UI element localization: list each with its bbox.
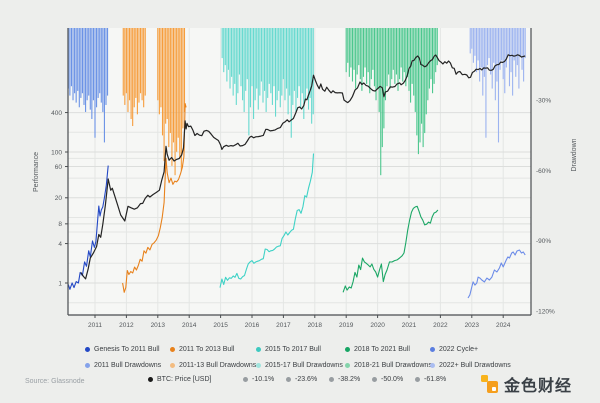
legend-item-label: -61.8% (424, 376, 447, 383)
legend-item-label: 2011-13 Bull Drawdowns (179, 362, 257, 369)
legend-dot-icon (430, 347, 435, 352)
legend-dot-icon (148, 377, 153, 382)
legend-item[interactable]: 2011-13 Bull Drawdowns (170, 362, 256, 369)
svg-text:60: 60 (55, 164, 63, 171)
legend-item[interactable]: 2022 Cycle+ (430, 346, 500, 353)
legend-item[interactable]: -61.8% (415, 376, 458, 383)
svg-text:Drawdown: Drawdown (571, 138, 578, 171)
svg-text:2023: 2023 (465, 322, 480, 329)
svg-text:20: 20 (55, 195, 63, 202)
legend-dot-icon (329, 377, 334, 382)
svg-text:2024: 2024 (496, 322, 511, 329)
chart-legend: Genesis To 2011 Bull 2011 To 2013 Bull 201… (0, 344, 600, 389)
legend-item-label: 2015 To 2017 Bull (265, 346, 321, 353)
performance-drawdown-chart: 400 100 60 20 8 4 1 -30% -60% -90% -120% 2011 2012 20… (33, 28, 578, 329)
legend-item[interactable]: -23.6% (286, 376, 329, 383)
source-label: Source: Glassnode (25, 378, 85, 385)
svg-text:400: 400 (51, 110, 62, 117)
legend-item[interactable]: BTC: Price [USD] (148, 376, 243, 383)
legend-dot-icon (85, 347, 90, 352)
watermark: 金色财经 (481, 371, 572, 397)
svg-text:8: 8 (58, 221, 62, 228)
watermark-text: 金色财经 (504, 378, 573, 395)
legend-item-label: 2018 To 2021 Bull (354, 346, 410, 353)
legend-item-label: 2022+ Bull Drawdowns (439, 362, 511, 369)
svg-text:2019: 2019 (339, 322, 354, 329)
legend-row-1: Genesis To 2011 Bull 2011 To 2013 Bull 201… (85, 346, 500, 353)
legend-dot-icon (256, 363, 261, 368)
svg-text:100: 100 (51, 149, 62, 156)
svg-text:2013: 2013 (151, 322, 166, 329)
svg-text:2015: 2015 (213, 322, 228, 329)
legend-item-label: 2015-17 Bull Drawdowns (265, 362, 343, 369)
legend-item[interactable]: 2011 To 2013 Bull (170, 346, 256, 353)
legend-item-label: -50.0% (381, 376, 404, 383)
legend-dot-icon (430, 363, 435, 368)
legend-item-label: 2018-21 Bull Drawdowns (354, 362, 432, 369)
legend-item-label: -10.1% (252, 376, 275, 383)
legend-item[interactable]: -38.2% (329, 376, 372, 383)
svg-text:-120%: -120% (536, 308, 555, 315)
svg-text:2017: 2017 (276, 322, 291, 329)
legend-item[interactable]: Genesis To 2011 Bull (85, 346, 170, 353)
legend-dot-icon (415, 377, 420, 382)
legend-dot-icon (345, 347, 350, 352)
legend-dot-icon (345, 363, 350, 368)
legend-item-label: 2011 To 2013 Bull (179, 346, 235, 353)
svg-text:2022: 2022 (433, 322, 448, 329)
legend-item-label: BTC: Price [USD] (157, 376, 212, 383)
svg-text:2011: 2011 (88, 322, 102, 329)
svg-text:2018: 2018 (308, 322, 323, 329)
legend-item[interactable]: 2018-21 Bull Drawdowns (345, 362, 432, 369)
svg-text:Performance: Performance (33, 152, 40, 192)
svg-text:-90%: -90% (536, 238, 551, 245)
jinse-logo-icon (481, 375, 499, 393)
svg-text:2014: 2014 (182, 322, 197, 329)
legend-dot-icon (85, 363, 90, 368)
legend-dot-icon (170, 347, 175, 352)
svg-text:-30%: -30% (536, 98, 551, 105)
legend-dot-icon (372, 377, 377, 382)
legend-item-label: -38.2% (338, 376, 361, 383)
legend-dot-icon (256, 347, 261, 352)
legend-item-label: Genesis To 2011 Bull (94, 346, 160, 353)
svg-text:2016: 2016 (245, 322, 260, 329)
legend-dot-icon (170, 363, 175, 368)
svg-text:1: 1 (58, 280, 62, 287)
legend-item[interactable]: 2011 Bull Drawdowns (85, 362, 170, 369)
legend-item[interactable]: 2015 To 2017 Bull (256, 346, 345, 353)
legend-row-3: BTC: Price [USD] -10.1% -23.6% -38.2% -50.0%… (148, 376, 458, 383)
legend-row-2: 2011 Bull Drawdowns 2011-13 Bull Drawdown… (85, 362, 511, 369)
legend-item[interactable]: -10.1% (243, 376, 286, 383)
legend-item[interactable]: 2015-17 Bull Drawdowns (256, 362, 345, 369)
legend-item[interactable]: -50.0% (372, 376, 415, 383)
svg-text:2021: 2021 (402, 322, 417, 329)
legend-dot-icon (286, 377, 291, 382)
legend-dot-icon (243, 377, 248, 382)
svg-text:2020: 2020 (370, 322, 385, 329)
svg-text:-60%: -60% (536, 168, 551, 175)
svg-text:4: 4 (58, 241, 62, 248)
legend-item-label: -23.6% (295, 376, 318, 383)
legend-item-label: 2022 Cycle+ (439, 346, 479, 353)
legend-item-label: 2011 Bull Drawdowns (94, 362, 162, 369)
svg-text:2012: 2012 (119, 322, 134, 329)
legend-item[interactable]: 2018 To 2021 Bull (345, 346, 430, 353)
legend-item[interactable]: 2022+ Bull Drawdowns (430, 362, 511, 369)
